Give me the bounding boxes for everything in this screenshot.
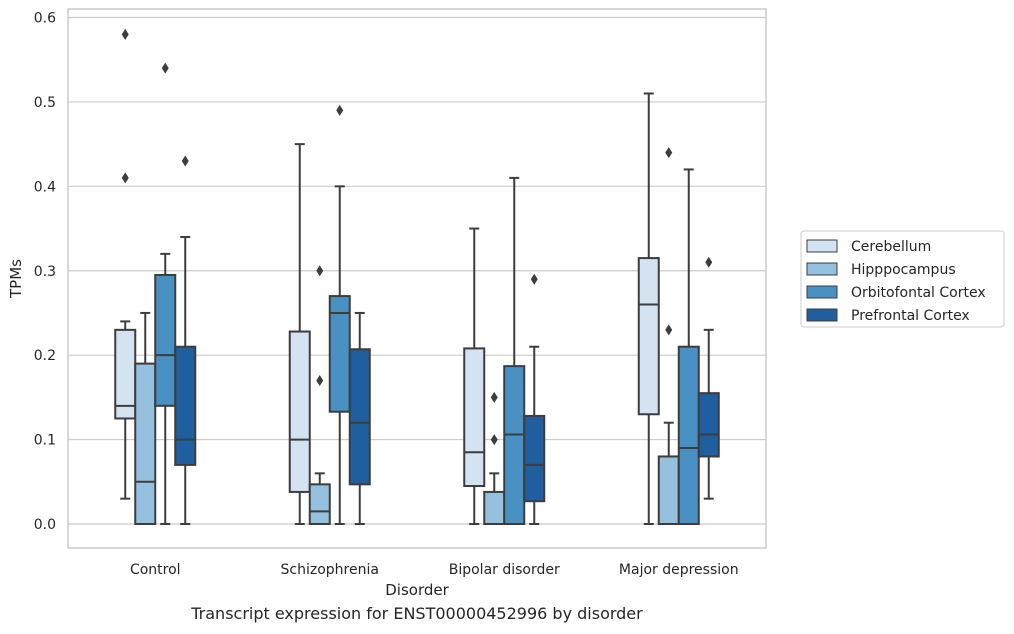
outlier-point [161,62,169,74]
box-hipppocampus [134,311,157,525]
box-body [154,273,177,407]
y-tick-label: 0.6 [34,11,56,27]
y-tick-label: 0.1 [34,433,56,449]
box-cerebellum [288,143,311,525]
box-hipppocampus [483,391,506,525]
legend-swatch [806,262,838,276]
outlier-point [705,256,713,268]
y-tick-label: 0.4 [34,179,56,195]
box-orbitofontal-cortex [328,104,351,525]
box-body [697,392,720,458]
box-prefrontal-cortex [174,155,197,525]
box-orbitofontal-cortex [503,176,526,525]
outlier-point [121,28,129,40]
legend-swatch [806,285,838,299]
x-axis-label: Disorder [385,581,449,599]
box-orbitofontal-cortex [154,62,177,525]
box-plot: 0.0 0.1 0.2 0.3 0.4 0.5 0.6 Control Schizophreni… [7,8,1005,599]
box-body [348,348,371,486]
box-prefrontal-cortex [697,256,720,500]
box-cerebellum [637,92,660,525]
box-body [657,455,680,526]
legend-label: Orbitofontal Cortex [851,285,986,301]
legend-swatch [806,239,838,253]
box-body [288,330,311,493]
outlier-point [665,324,673,336]
y-tick-label: 0.3 [34,264,56,280]
outlier-point [530,273,538,285]
legend-label: Cerebellum [851,239,931,255]
outlier-point [490,391,498,403]
outlier-point [316,374,324,386]
outlier-point [316,265,324,277]
box-hipppocampus [308,265,331,525]
x-tick-label: Major depression [619,562,739,578]
outlier-point [336,104,344,116]
box-body [503,365,526,525]
outlier-point [121,172,129,184]
x-tick-label: Control [130,562,181,578]
box-body [677,345,700,525]
legend [800,230,1005,328]
box-cerebellum [463,227,486,525]
y-axis-label: TPMs [7,259,25,299]
box-prefrontal-cortex [348,311,371,525]
legend-label: Hipppocampus [851,262,956,278]
box-body [463,347,486,488]
box-prefrontal-cortex [523,273,546,525]
outlier-point [181,155,189,167]
x-tick-label: Schizophrenia [281,562,379,578]
y-tick-label: 0.5 [34,95,56,111]
legend-label: Prefrontal Cortex [851,308,970,324]
x-tick-label: Bipolar disorder [449,562,560,578]
box-body [637,257,660,416]
box-body [134,362,157,525]
outlier-point [490,434,498,446]
box-body [174,345,197,466]
figure-caption: Transcript expression for ENST0000045299… [191,604,643,623]
y-tick-label: 0.0 [34,517,56,533]
box-body [308,483,331,525]
y-tick-label: 0.2 [34,348,56,364]
box-orbitofontal-cortex [677,168,700,525]
legend-swatch [806,308,838,322]
outlier-point [665,147,673,159]
box-body [483,490,506,525]
box-body [523,414,546,503]
